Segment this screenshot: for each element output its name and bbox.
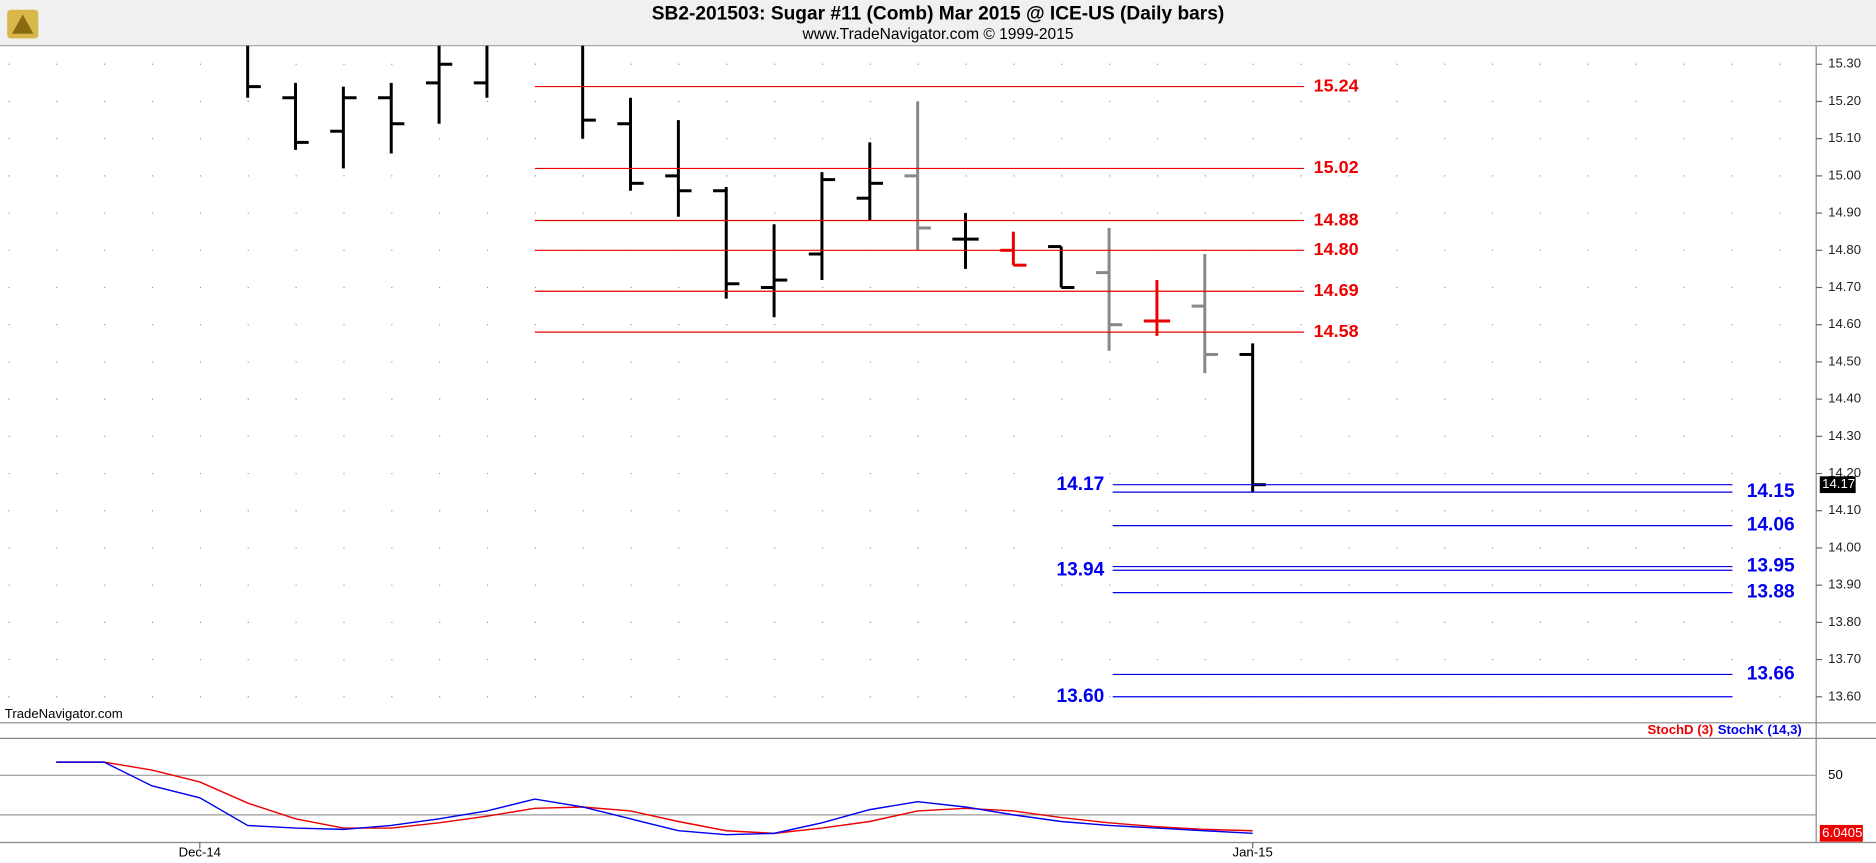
resistance-label: 14.80 — [1314, 239, 1359, 259]
y-tick-label: 14.80 — [1828, 242, 1861, 257]
target-label: 13.60 — [1056, 686, 1104, 707]
logo — [7, 9, 39, 39]
resistance-label: 15.24 — [1314, 75, 1359, 95]
y-tick-label: 14.00 — [1828, 539, 1861, 554]
last-value-tag — [1819, 824, 1863, 842]
x-tick-label: Dec-14 — [179, 845, 221, 860]
stoch-line — [56, 761, 1253, 835]
y-tick-label: 13.60 — [1828, 688, 1861, 703]
y-tick-label: 15.30 — [1828, 56, 1861, 71]
y-tick-label: 15.20 — [1828, 93, 1861, 108]
y-tick-label: 15.00 — [1828, 167, 1861, 182]
x-tick-label: Jan-15 — [1233, 845, 1273, 860]
y-tick-label: 13.80 — [1828, 614, 1861, 629]
y-tick-label: 14.30 — [1828, 428, 1861, 443]
legend-entry: StochD (3) — [1648, 722, 1714, 737]
y-tick-label: 50 — [1828, 767, 1843, 782]
y-tick-label: 14.50 — [1828, 353, 1861, 368]
target-label: 13.94 — [1056, 559, 1104, 580]
target-label: 13.66 — [1747, 664, 1795, 685]
legend-entry: StochK (14,3) — [1718, 722, 1802, 737]
title-bar — [0, 0, 1876, 46]
y-tick-label: 13.90 — [1828, 577, 1861, 592]
stoch-line — [56, 761, 1253, 836]
price-panel — [8, 45, 1817, 698]
y-tick-label: 14.10 — [1828, 502, 1861, 517]
target-label: 13.88 — [1747, 582, 1795, 603]
target-label: 14.06 — [1747, 515, 1795, 536]
chart-title: SB2-201503: Sugar #11 (Comb) Mar 2015 @ … — [652, 4, 1224, 25]
last-price-label: 14.17 — [1822, 476, 1855, 491]
target-label: 13.95 — [1747, 556, 1795, 577]
target-label: 14.17 — [1056, 474, 1104, 495]
last-price-tag — [1819, 476, 1856, 494]
y-tick-label: 13.70 — [1828, 651, 1861, 666]
y-tick-label: 15.10 — [1828, 130, 1861, 145]
last-value-label: 6.0405 — [1822, 825, 1862, 840]
y-tick-label: 14.20 — [1828, 465, 1861, 480]
resistance-label: 14.58 — [1314, 321, 1359, 341]
resistance-label: 14.88 — [1314, 209, 1359, 229]
resistance-label: 15.02 — [1314, 157, 1359, 177]
y-tick-label: 14.60 — [1828, 316, 1861, 331]
watermark: TradeNavigator.com — [5, 706, 123, 721]
y-tick-label: 14.90 — [1828, 205, 1861, 220]
target-label: 14.15 — [1747, 481, 1795, 502]
chart-subtitle: www.TradeNavigator.com © 1999-2015 — [802, 26, 1074, 43]
resistance-label: 14.69 — [1314, 280, 1359, 300]
y-tick-label: 14.40 — [1828, 391, 1861, 406]
y-tick-label: 14.70 — [1828, 279, 1861, 294]
